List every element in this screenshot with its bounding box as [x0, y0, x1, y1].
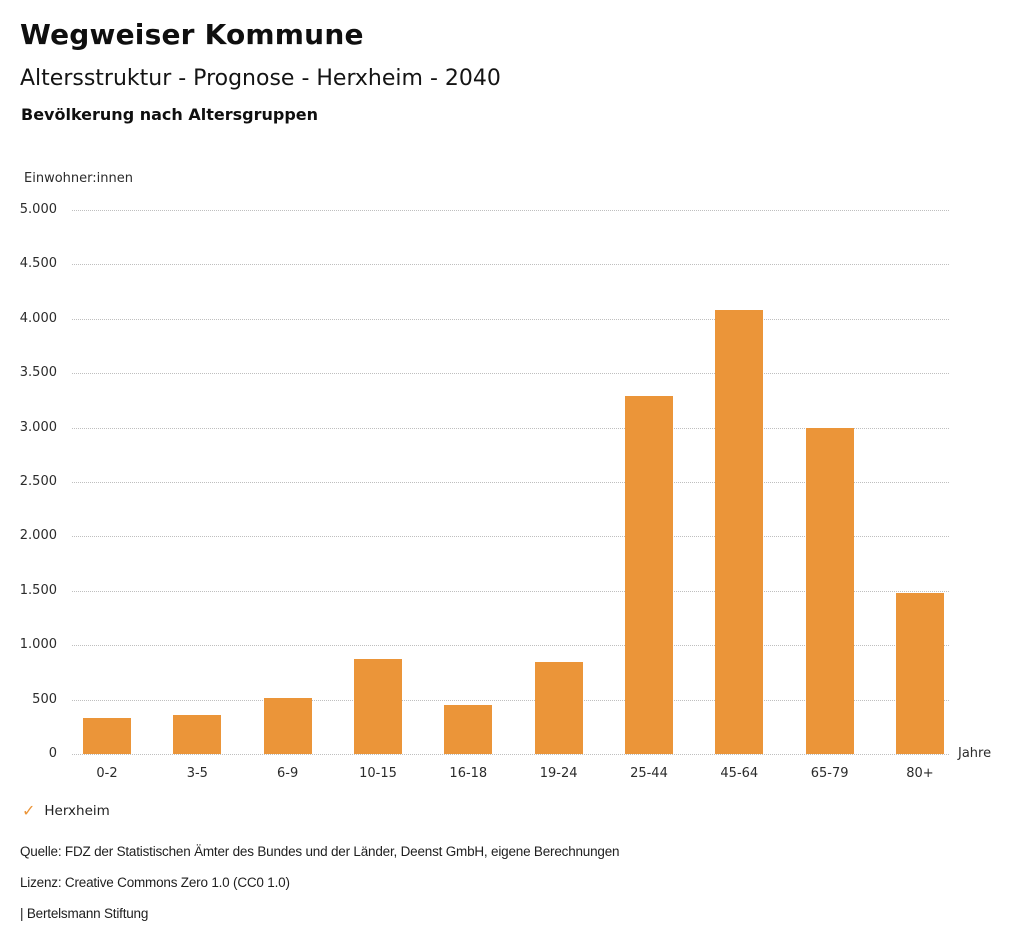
bar-80+[interactable] [895, 592, 944, 754]
x-tick-label-16-18: 16-18 [449, 766, 488, 781]
gridline-4.000 [72, 318, 949, 320]
bar-3-5[interactable] [173, 714, 222, 754]
gridline-0 [72, 754, 949, 755]
gridline-3.000 [72, 427, 949, 429]
gridline-1.500 [72, 590, 949, 592]
x-tick-label-19-24: 19-24 [539, 766, 578, 781]
y-tick-label-3.000: 3.000 [19, 419, 57, 435]
x-tick-label-65-79: 65-79 [810, 766, 849, 781]
chart-section-title: Bevölkerung nach Altersgruppen [21, 105, 319, 124]
chart-subtitle: Altersstruktur - Prognose - Herxheim - 2… [20, 66, 501, 91]
legend-label: Herxheim [44, 803, 110, 819]
branding-text: | Bertelsmann Stiftung [20, 906, 149, 921]
bar-25-44[interactable] [624, 396, 673, 754]
x-tick-label-80+: 80+ [906, 766, 934, 781]
gridline-1.000 [72, 645, 949, 647]
check-icon: ✓ [22, 801, 36, 820]
y-tick-label-500: 500 [32, 691, 57, 707]
x-tick-label-45-64: 45-64 [720, 766, 759, 781]
x-tick-label-6-9: 6-9 [277, 766, 299, 781]
x-axis-unit-label: Jahre [958, 746, 992, 761]
y-tick-label-3.500: 3.500 [19, 365, 57, 381]
gridline-4.500 [72, 264, 949, 266]
bar-6-9[interactable] [263, 697, 312, 754]
bar-65-79[interactable] [805, 427, 854, 754]
bar-19-24[interactable] [534, 662, 583, 754]
y-tick-label-2.000: 2.000 [19, 528, 57, 544]
page-title: Wegweiser Kommune [20, 18, 364, 51]
source-text: Quelle: FDZ der Statistischen Ämter des … [20, 844, 620, 859]
x-tick-label-10-15: 10-15 [359, 766, 397, 781]
y-tick-label-1.000: 1.000 [19, 637, 57, 653]
bar-16-18[interactable] [444, 705, 493, 754]
x-tick-label-25-44: 25-44 [630, 766, 668, 781]
y-tick-label-1.500: 1.500 [19, 582, 57, 598]
y-tick-label-0: 0 [48, 746, 57, 761]
gridline-5.000 [72, 210, 949, 211]
bar-10-15[interactable] [353, 658, 402, 754]
y-tick-label-4.000: 4.000 [19, 310, 57, 326]
y-axis-unit-label: Einwohner:innen [24, 171, 133, 186]
legend-item-herxheim[interactable]: ✓ Herxheim [22, 801, 110, 820]
bar-0-2[interactable] [83, 718, 131, 754]
bar-chart: Einwohner:innen 0 500 1.000 1.500 2.000 2.500… [19, 171, 992, 781]
x-tick-label-3-5: 3-5 [186, 766, 208, 781]
license-text: Lizenz: Creative Commons Zero 1.0 (CC0 1… [20, 875, 290, 890]
x-tick-label-0-2: 0-2 [96, 766, 118, 781]
y-tick-label-2.500: 2.500 [19, 474, 57, 489]
gridline-500 [72, 699, 949, 701]
y-tick-label-5.000: 5.000 [19, 202, 57, 217]
gridline-2.500 [72, 482, 949, 483]
y-tick-label-4.500: 4.500 [19, 256, 57, 272]
bar-45-64[interactable] [715, 310, 764, 754]
gridline-3.500 [72, 373, 949, 375]
gridline-2.000 [72, 536, 949, 538]
